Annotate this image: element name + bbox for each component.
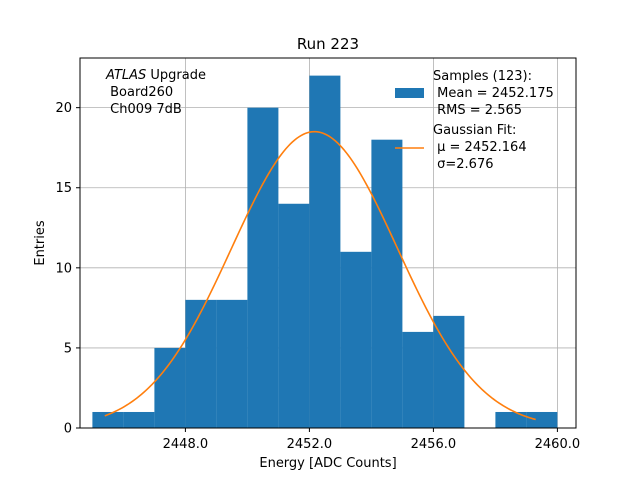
legend-fit-line-3: σ=2.676 (433, 157, 493, 172)
histogram-bar-10 (402, 331, 434, 428)
legend-fit-line-1: Gaussian Fit: (433, 123, 516, 138)
histogram-bars (92, 75, 558, 429)
y-tick-label: 15 (55, 181, 72, 196)
histogram-bar-1 (123, 411, 155, 428)
histogram-bar-14 (526, 411, 558, 428)
histogram-bar-4 (216, 299, 248, 428)
histogram-bar-11 (433, 315, 465, 428)
annotation-line-3: Ch009 7dB (106, 102, 182, 117)
x-tick-label: 2460.0 (535, 437, 581, 452)
histogram-bar-3 (185, 299, 217, 428)
y-axis-label: Entries (33, 220, 48, 266)
histogram-bar-13 (495, 411, 527, 428)
upgrade-label: Upgrade (146, 68, 206, 83)
gaussian-fit-curve (104, 130, 536, 421)
x-axis-ticks: 2448.0 2452.0 2456.0 2460.0 (163, 428, 581, 452)
x-tick-label: 2448.0 (163, 437, 209, 452)
histogram-bar-5 (247, 107, 279, 428)
atlas-label: ATLAS (105, 68, 146, 83)
chart-title: Run 223 (297, 35, 359, 53)
histogram-bar-6 (278, 203, 310, 428)
y-tick-label: 5 (64, 341, 72, 356)
x-axis-label: Energy [ADC Counts] (259, 456, 396, 471)
legend: Samples (123): Mean = 2452.175 RMS = 2.5… (395, 69, 554, 172)
y-tick-label: 20 (55, 101, 72, 116)
legend-samples-patch (395, 88, 424, 98)
legend-samples-line-1: Samples (123): (433, 69, 532, 84)
y-tick-label: 0 (64, 422, 72, 437)
y-axis-ticks: 0 5 10 15 20 (55, 101, 80, 437)
x-tick-label: 2452.0 (287, 437, 333, 452)
annotation-line-1: ATLAS Upgrade (105, 68, 206, 83)
histogram-bar-0 (92, 411, 124, 428)
plot-frame (79, 57, 577, 429)
legend-fit-line-2: μ = 2452.164 (433, 140, 527, 155)
annotation-line-2: Board260 (106, 85, 173, 100)
histogram-bar-8 (340, 251, 372, 428)
legend-samples-line-3: RMS = 2.565 (433, 103, 522, 118)
histogram-bar-9 (371, 139, 403, 429)
x-tick-label: 2456.0 (411, 437, 457, 452)
histogram-bar-7 (309, 75, 341, 428)
annotation-box: ATLAS Upgrade Board260 Ch009 7dB (105, 68, 206, 117)
histogram-bar-2 (154, 347, 186, 428)
y-tick-label: 10 (55, 261, 72, 276)
legend-samples-line-2: Mean = 2452.175 (433, 86, 554, 101)
